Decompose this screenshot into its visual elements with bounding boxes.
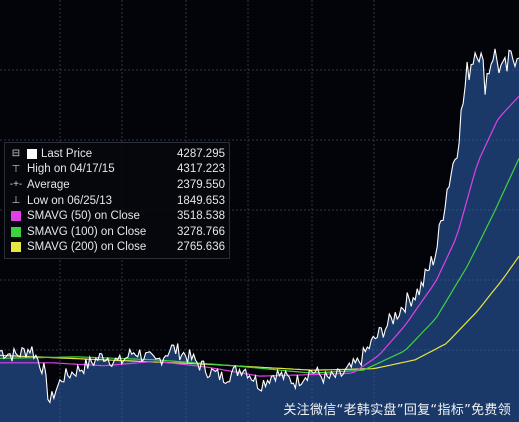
legend-row-smavg-50: SMAVG (50) on Close 3518.538 [9, 208, 225, 224]
chart-legend: ⊟ Last Price 4287.295 ⊤ High on 04/17/15… [4, 142, 230, 260]
legend-row-smavg-100: SMAVG (100) on Close 3278.766 [9, 224, 225, 240]
price-area-fill [0, 48, 519, 422]
last-price-line [0, 48, 519, 404]
legend-value: 3278.766 [177, 225, 225, 238]
legend-row-smavg-200: SMAVG (200) on Close 2765.636 [9, 240, 225, 256]
legend-value: 2379.550 [177, 178, 225, 191]
average-marker-icon: -+- [9, 179, 23, 191]
legend-label: SMAVG (50) on Close [27, 210, 140, 223]
smavg-50-swatch [11, 211, 21, 222]
high-marker-icon: ⊤ [11, 163, 21, 175]
last-price-swatch [27, 148, 37, 159]
legend-row-high: ⊤ High on 04/17/15 4317.223 [9, 162, 225, 178]
smavg-200-line [0, 255, 519, 371]
legend-row-average: -+- Average 2379.550 [9, 177, 225, 193]
legend-label: High on 04/17/15 [27, 163, 115, 176]
watermark-text: 关注微信“老韩实盘”回复“指标”免费领 [283, 403, 511, 418]
smavg-200-swatch [11, 242, 21, 253]
low-marker-icon: ⊥ [11, 195, 21, 207]
legend-label: Low on 06/25/13 [27, 194, 113, 207]
legend-label: Last Price [41, 147, 93, 160]
smavg-100-line [0, 158, 519, 374]
legend-value: 4287.295 [177, 147, 225, 160]
legend-value: 3518.538 [177, 210, 225, 223]
legend-label: SMAVG (200) on Close [27, 241, 147, 254]
legend-label: Average [27, 178, 70, 191]
legend-row-last-price: ⊟ Last Price 4287.295 [9, 146, 225, 162]
legend-value: 1849.653 [177, 194, 225, 207]
legend-row-low: ⊥ Low on 06/25/13 1849.653 [9, 193, 225, 209]
legend-value: 4317.223 [177, 163, 225, 176]
collapse-icon[interactable]: ⊟ [11, 148, 21, 160]
legend-label: SMAVG (100) on Close [27, 225, 147, 238]
smavg-100-swatch [11, 226, 21, 237]
legend-value: 2765.636 [177, 241, 225, 254]
